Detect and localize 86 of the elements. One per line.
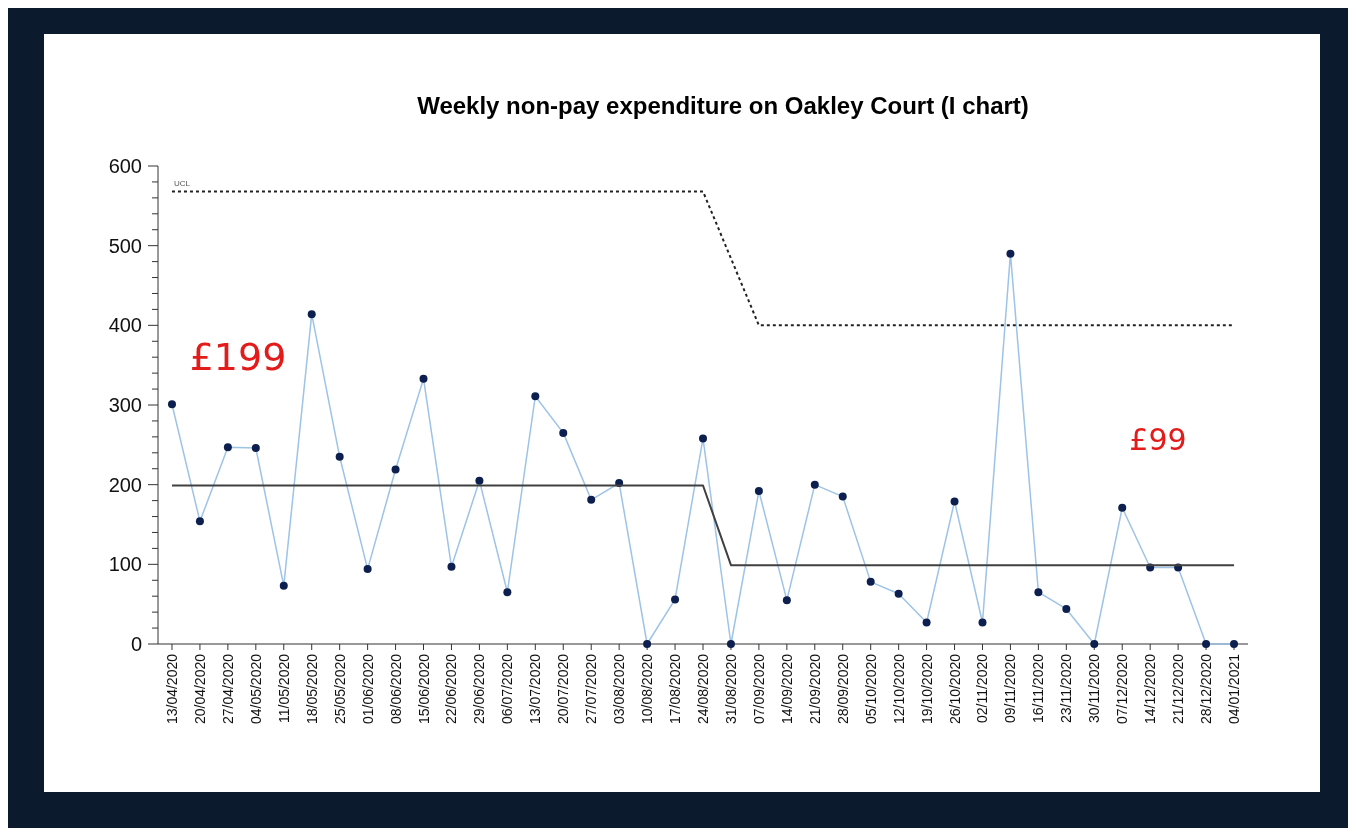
point <box>363 565 372 574</box>
x-tick-label: 02/11/2020 <box>974 653 991 724</box>
y-tick-label: 400 <box>108 314 142 337</box>
point <box>1062 604 1071 613</box>
x-tick-label: 22/06/2020 <box>443 653 460 725</box>
point <box>699 434 707 443</box>
x-tick-label: 14/12/2020 <box>1142 653 1159 725</box>
x-tick-label: 21/12/2020 <box>1170 653 1187 725</box>
point <box>866 577 875 586</box>
y-tick-label: 600 <box>108 155 142 177</box>
point <box>1230 640 1239 648</box>
point <box>1090 640 1099 648</box>
x-tick-label: 13/07/2020 <box>527 653 544 725</box>
point <box>223 443 232 452</box>
point <box>531 392 540 401</box>
x-tick-label: 20/04/2020 <box>191 653 208 725</box>
series-label: UCL <box>173 179 191 189</box>
x-tick-label: 06/07/2020 <box>499 653 516 725</box>
y-tick-label: 100 <box>108 553 142 576</box>
x-tick-label: 30/11/2020 <box>1086 653 1103 724</box>
x-tick-label: 03/08/2020 <box>611 653 628 725</box>
annotation: £99 <box>1129 422 1187 457</box>
x-tick-label: 28/12/2020 <box>1198 653 1215 725</box>
x-tick-label: 13/04/2020 <box>163 653 180 725</box>
y-tick-label: 500 <box>108 234 142 257</box>
point <box>335 452 344 461</box>
x-tick-label: 27/07/2020 <box>583 653 600 725</box>
x-tick-label: 27/04/2020 <box>219 653 236 725</box>
chart-title: Weekly non-pay expenditure on Oakley Court (I chart) <box>417 92 1029 119</box>
point <box>307 310 316 319</box>
x-tick-label: 17/08/2020 <box>667 653 684 725</box>
x-tick-label: 04/05/2020 <box>247 653 264 725</box>
x-tick-label: 09/11/2020 <box>1002 653 1019 724</box>
point <box>419 374 428 383</box>
x-tick-label: 19/10/2020 <box>918 653 935 725</box>
point <box>587 495 596 504</box>
x-tick-label: 12/10/2020 <box>890 653 907 725</box>
point <box>1034 588 1043 597</box>
point <box>894 589 903 598</box>
point <box>559 428 568 437</box>
point <box>810 480 819 489</box>
x-tick-label: 05/10/2020 <box>862 653 879 725</box>
x-tick-label: 14/09/2020 <box>778 653 795 725</box>
point <box>726 640 735 648</box>
y-tick-label: 300 <box>108 394 142 416</box>
point <box>838 492 847 501</box>
x-tick-label: 15/06/2020 <box>415 653 432 725</box>
x-tick-label: 28/09/2020 <box>834 653 851 725</box>
point <box>279 581 288 590</box>
x-tick-label: 16/11/2020 <box>1030 653 1047 724</box>
y-tick-label: 200 <box>108 473 142 496</box>
x-tick-label: 21/09/2020 <box>806 653 823 725</box>
x-tick-label: 18/05/2020 <box>303 653 320 725</box>
x-tick-label: 23/11/2020 <box>1058 653 1075 724</box>
x-tick-label: 04/01/2021 <box>1226 653 1243 725</box>
x-tick-label: 10/08/2020 <box>639 653 656 725</box>
point <box>978 618 987 627</box>
x-tick-label: 25/05/2020 <box>331 653 348 725</box>
x-tick-label: 31/08/2020 <box>722 653 739 725</box>
point <box>671 595 680 604</box>
point <box>251 444 260 453</box>
y-tick-label: 0 <box>130 633 142 655</box>
point <box>754 487 763 496</box>
x-tick-label: 01/06/2020 <box>359 653 376 725</box>
point <box>391 465 400 474</box>
x-tick-label: 07/12/2020 <box>1114 653 1131 725</box>
point <box>195 517 204 526</box>
point <box>782 596 791 605</box>
x-tick-label: 11/05/2020 <box>275 653 292 724</box>
x-tick-label: 08/06/2020 <box>387 653 404 725</box>
x-tick-label: 07/09/2020 <box>750 653 767 725</box>
point <box>950 497 959 506</box>
point <box>475 476 484 485</box>
x-tick-label: 26/10/2020 <box>946 653 963 725</box>
point <box>1202 640 1211 648</box>
annotation: £199 <box>189 335 287 379</box>
point <box>1118 503 1127 512</box>
point <box>1006 249 1015 258</box>
point <box>643 640 652 648</box>
x-tick-label: 20/07/2020 <box>555 653 572 725</box>
x-tick-label: 24/08/2020 <box>695 653 711 725</box>
point <box>922 618 931 627</box>
point <box>503 588 512 597</box>
point <box>167 400 176 409</box>
x-tick-label: 29/06/2020 <box>471 653 488 725</box>
point <box>447 562 456 571</box>
